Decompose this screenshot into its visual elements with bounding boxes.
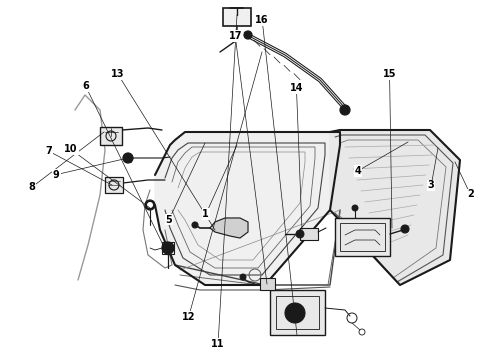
Text: 5: 5 <box>166 215 172 225</box>
Circle shape <box>147 202 153 208</box>
Text: 6: 6 <box>82 81 89 91</box>
Bar <box>335 218 390 256</box>
Polygon shape <box>210 218 248 238</box>
Bar <box>270 290 325 335</box>
Circle shape <box>340 105 350 115</box>
Text: 12: 12 <box>182 312 196 322</box>
Bar <box>300 228 318 240</box>
Circle shape <box>290 308 300 318</box>
Text: 8: 8 <box>28 182 35 192</box>
Bar <box>100 127 122 145</box>
Circle shape <box>285 303 305 323</box>
Circle shape <box>352 205 358 211</box>
Circle shape <box>145 200 155 210</box>
Text: 16: 16 <box>255 15 269 25</box>
Circle shape <box>244 31 252 39</box>
Text: 15: 15 <box>383 69 396 79</box>
Text: 1: 1 <box>202 209 209 219</box>
Text: 2: 2 <box>467 189 474 199</box>
Circle shape <box>401 225 409 233</box>
Bar <box>223 8 251 26</box>
Polygon shape <box>330 130 460 285</box>
Bar <box>340 223 385 251</box>
Circle shape <box>162 242 174 254</box>
Text: 9: 9 <box>53 170 60 180</box>
Text: 4: 4 <box>354 166 361 176</box>
Text: 13: 13 <box>111 69 124 79</box>
Text: 11: 11 <box>211 339 225 349</box>
Text: 17: 17 <box>228 31 242 41</box>
Circle shape <box>240 274 246 280</box>
Text: 3: 3 <box>428 180 435 190</box>
Circle shape <box>123 153 133 163</box>
Circle shape <box>192 222 198 228</box>
Bar <box>260 278 275 290</box>
Text: 10: 10 <box>64 144 78 154</box>
Circle shape <box>296 230 304 238</box>
Text: 7: 7 <box>46 146 52 156</box>
Bar <box>276 296 319 329</box>
Polygon shape <box>155 132 340 285</box>
Bar <box>162 242 174 254</box>
Text: 14: 14 <box>290 83 303 93</box>
Bar <box>105 177 123 193</box>
